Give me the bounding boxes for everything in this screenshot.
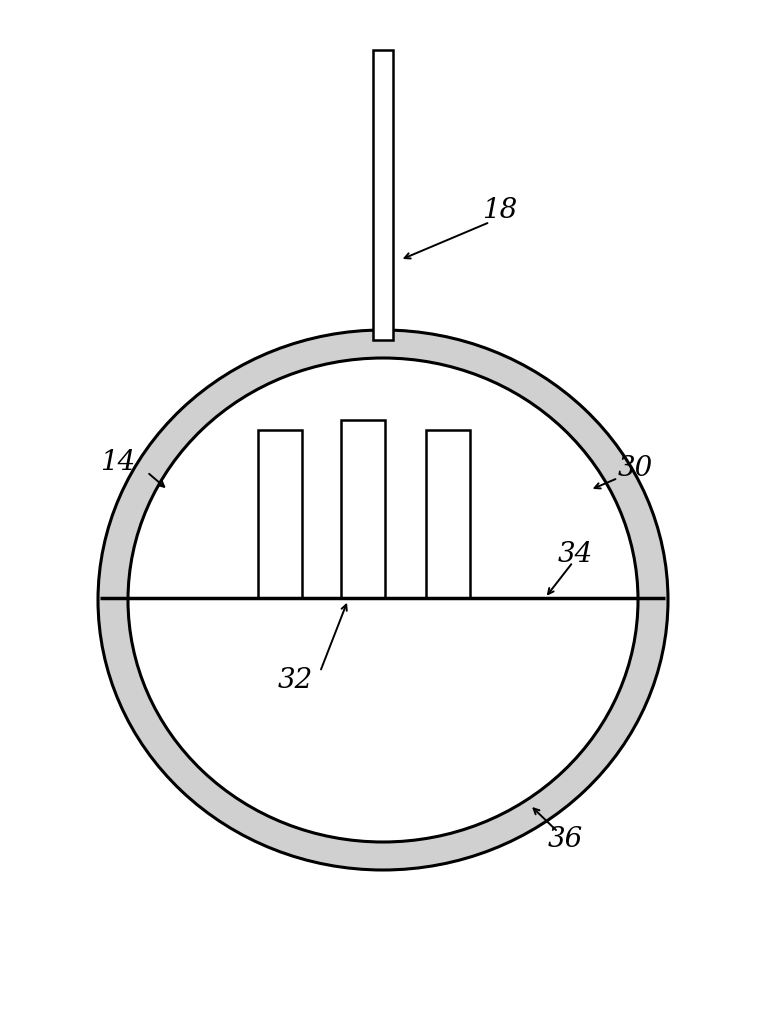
Bar bbox=[258, 430, 302, 598]
Bar bbox=[426, 430, 470, 598]
Text: 34: 34 bbox=[558, 542, 593, 568]
Text: 14: 14 bbox=[100, 450, 136, 476]
Text: 36: 36 bbox=[548, 827, 583, 853]
Text: 30: 30 bbox=[617, 455, 653, 481]
Text: 32: 32 bbox=[278, 666, 313, 694]
Ellipse shape bbox=[98, 330, 668, 870]
Ellipse shape bbox=[128, 358, 638, 842]
Text: 18: 18 bbox=[482, 196, 518, 224]
Bar bbox=[373, 50, 393, 340]
Bar bbox=[341, 420, 385, 598]
